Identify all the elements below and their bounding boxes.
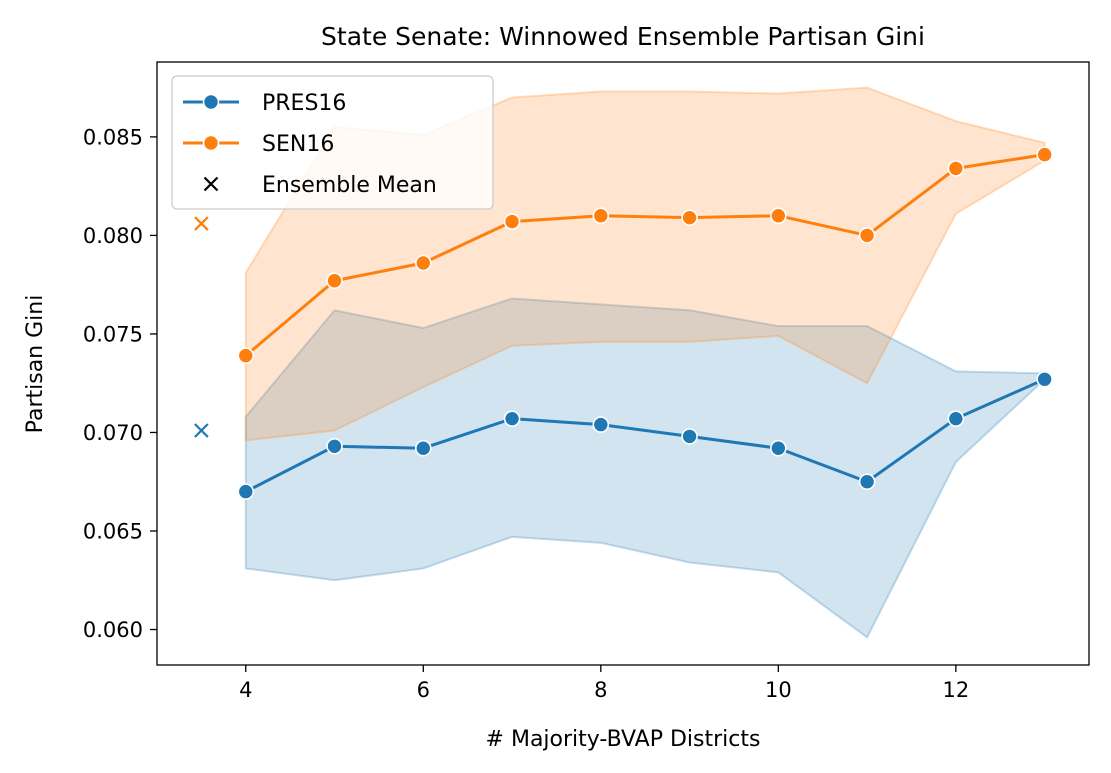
y-tick-label: 0.060	[83, 618, 143, 642]
x-tick-label: 6	[417, 678, 430, 702]
pres16-point	[592, 416, 610, 433]
legend-box	[171, 75, 494, 210]
series-lines	[244, 153, 1046, 493]
legend-item: PRES16	[183, 91, 346, 116]
sen16-point	[858, 227, 876, 244]
legend-label: Ensemble Mean	[262, 173, 437, 198]
sen16-point	[414, 254, 432, 272]
sen16-point	[770, 207, 787, 225]
pres16-ensemble-mean	[194, 423, 209, 438]
legend-item: SEN16	[183, 132, 334, 157]
sen16-line	[244, 153, 1045, 357]
legend-item: Ensemble Mean	[203, 173, 437, 198]
pres16-point	[1036, 370, 1053, 388]
x-tick-label: 8	[594, 678, 607, 702]
y-tick-label: 0.080	[83, 224, 143, 248]
pres16-point	[414, 439, 432, 457]
pres16-line	[245, 377, 1046, 493]
pres16-point	[237, 483, 255, 500]
x-tick-label: 12	[942, 678, 969, 702]
x-axis-ticks: 4 6 8 10 12	[239, 665, 969, 702]
sen16-point	[681, 209, 698, 226]
y-tick-label: 0.075	[83, 322, 143, 346]
y-axis-ticks: 0.060 0.065 0.070 0.075 0.080 0.085	[83, 125, 157, 642]
sen16-point	[947, 160, 965, 177]
legend-label: PRES16	[262, 91, 346, 116]
plot-frame	[156, 61, 1090, 666]
sen16-ensemble-mean	[194, 216, 209, 231]
legend-dot-swatch	[202, 93, 220, 111]
y-tick-label: 0.070	[83, 421, 143, 445]
sen16-point	[326, 272, 343, 290]
pres16-point	[503, 410, 521, 427]
sen16-point	[237, 347, 255, 364]
x-axis-label: # Majority-BVAP Districts	[486, 727, 761, 752]
legend: PRES16 SEN16 Ensemble Mean	[171, 75, 494, 210]
pres16-point	[681, 428, 698, 445]
y-tick-label: 0.065	[83, 520, 143, 544]
y-axis-label: Partisan Gini	[23, 295, 48, 434]
ensemble-mean-markers	[194, 216, 209, 438]
pres16-point	[326, 437, 343, 455]
series-points	[237, 146, 1053, 500]
pres16-point	[770, 439, 787, 457]
sen16-point	[592, 207, 610, 225]
legend-dot-swatch	[202, 134, 220, 152]
sen16-point	[503, 213, 521, 230]
chart-title: State Senate: Winnowed Ensemble Partisan…	[321, 22, 925, 51]
y-tick-label: 0.085	[83, 125, 143, 149]
pres16-point	[947, 410, 965, 427]
legend-label: SEN16	[262, 132, 334, 157]
pres16-point	[858, 473, 876, 491]
x-tick-label: 4	[239, 678, 252, 702]
x-tick-label: 10	[765, 678, 792, 702]
sen16-point	[1036, 146, 1053, 163]
